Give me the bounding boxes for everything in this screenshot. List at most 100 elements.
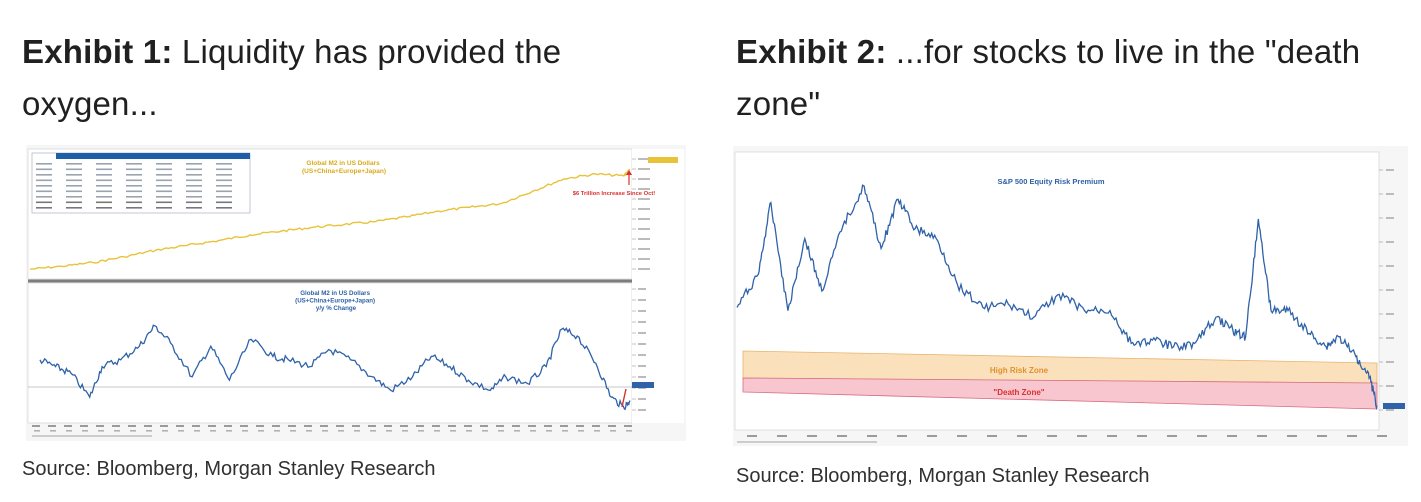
table-cell: [126, 168, 142, 171]
x-tick-year: [66, 430, 72, 432]
x-tick-label: [112, 425, 120, 427]
x-tick-label: [1197, 435, 1207, 437]
axis-tick-label: [638, 208, 650, 210]
x-tick-label: [867, 435, 877, 437]
table-cell: [96, 190, 112, 193]
erp-points: [736, 186, 1378, 406]
summary-table-header: [56, 153, 250, 159]
x-tick-label: [1317, 435, 1327, 437]
table-cell: [126, 185, 142, 187]
x-tick-year: [530, 430, 536, 432]
axis-tick-label: [1386, 217, 1394, 219]
x-tick-label: [224, 425, 232, 427]
exhibit-1-label: Exhibit 1:: [22, 33, 173, 70]
x-tick-label: [987, 435, 997, 437]
x-tick-label: [32, 425, 40, 427]
chart-1-footnote: [32, 435, 152, 437]
x-tick-label: [480, 425, 488, 427]
table-cell: [66, 196, 82, 198]
exhibit-2-title: ...for stocks to live in the "death zone…: [736, 33, 1361, 122]
x-tick-label: [192, 425, 200, 427]
x-tick-year: [114, 430, 120, 432]
erp-chart-title: S&P 500 Equity Risk Premium: [998, 177, 1105, 186]
table-cell: [66, 185, 82, 187]
x-tick-label: [496, 425, 504, 427]
x-tick-year: [434, 430, 440, 432]
axis-tick-label: [1386, 289, 1394, 291]
table-cell: [156, 163, 172, 165]
m2-yoy-title-line-1: Global M2 in US Dollars: [300, 290, 370, 297]
axis-tick-label: [1386, 265, 1394, 267]
exhibit-2-chart: High Risk Zone "Death Zone" S&P 500 Equi…: [733, 146, 1408, 446]
axis-tick-label: [638, 376, 646, 378]
x-tick-label: [400, 425, 408, 427]
table-cell: [66, 163, 82, 165]
x-tick-year: [514, 430, 520, 432]
erp-x-axis-years: [737, 435, 1387, 443]
table-cell: [186, 185, 202, 187]
exhibit-2-label: Exhibit 2:: [736, 33, 887, 70]
x-tick-label: [128, 425, 136, 427]
x-tick-label: [1047, 435, 1057, 437]
table-cell: [126, 207, 142, 209]
summary-table-rows: [36, 163, 232, 209]
table-cell: [96, 168, 112, 171]
x-tick-year: [578, 430, 584, 432]
x-tick-year: [130, 430, 136, 432]
exhibit-1-source: Source: Bloomberg, Morgan Stanley Resear…: [22, 458, 436, 480]
table-cell: [96, 185, 112, 187]
x-tick-label: [608, 425, 616, 427]
table-cell: [156, 174, 172, 176]
x-tick-year: [306, 430, 312, 432]
x-tick-year: [370, 430, 376, 432]
x-tick-label: [352, 425, 360, 427]
x-tick-year: [322, 430, 328, 432]
table-cell: [126, 196, 142, 198]
m2-yoy-points: [39, 325, 631, 408]
axis-tick-label: [638, 238, 650, 240]
exhibit-1-title: Liquidity has provided the oxygen...: [22, 33, 562, 122]
m2-level-title-line-1: Global M2 in US Dollars: [306, 160, 380, 167]
x-tick-year: [610, 430, 616, 432]
axis-tick-label: [638, 288, 646, 290]
x-tick-label: [160, 425, 168, 427]
table-cell: [156, 168, 172, 171]
table-cell: [66, 174, 82, 176]
table-cell: [96, 179, 112, 182]
x-tick-year: [594, 430, 600, 432]
x-tick-label: [1227, 435, 1237, 437]
axis-tick-label: [638, 321, 646, 323]
table-cell: [126, 201, 142, 204]
table-cell: [186, 174, 202, 176]
table-cell: [36, 168, 52, 171]
x-tick-label: [464, 425, 472, 427]
axis-tick-label: [638, 343, 646, 345]
axis-tick-label: [1386, 361, 1394, 363]
table-cell: [36, 201, 52, 204]
table-cell: [156, 179, 172, 182]
axis-tick-label: [638, 332, 646, 334]
x-tick-label: [1377, 435, 1387, 437]
axis-tick-label: [1386, 313, 1394, 315]
axis-tick-label: [1386, 385, 1394, 387]
table-cell: [66, 190, 82, 193]
x-tick-label: [320, 425, 328, 427]
x-tick-label: [96, 425, 104, 427]
table-cell: [96, 163, 112, 165]
x-tick-year: [98, 430, 104, 432]
table-cell: [186, 196, 202, 198]
x-tick-label: [897, 435, 907, 437]
axis-tick-label: [638, 158, 650, 160]
table-cell: [216, 201, 232, 204]
x-tick-label: [144, 425, 152, 427]
x-tick-label: [304, 425, 312, 427]
table-cell: [36, 179, 52, 182]
axis-tick-label: [638, 409, 646, 411]
high-risk-zone-label: High Risk Zone: [990, 366, 1049, 375]
m2-level-last-value-tag: [648, 157, 678, 163]
x-tick-label: [176, 425, 184, 427]
death-zone: [742, 377, 1378, 410]
x-tick-label: [528, 425, 536, 427]
erp-right-axis-ticks: [1379, 169, 1394, 411]
table-cell: [36, 207, 52, 209]
